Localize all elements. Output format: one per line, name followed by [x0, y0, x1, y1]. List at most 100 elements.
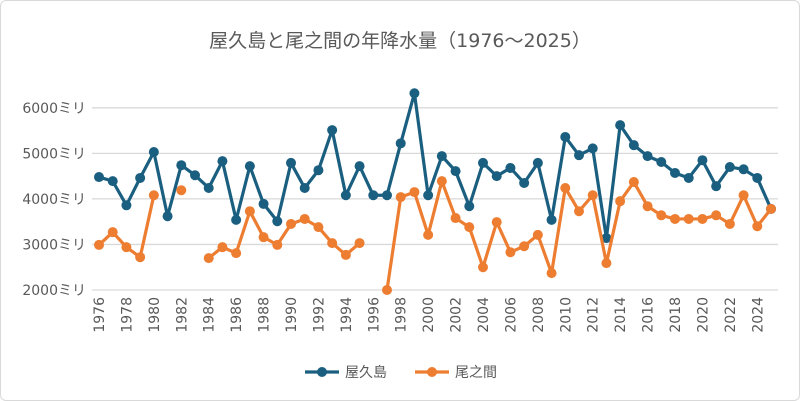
- data-point: [656, 157, 667, 168]
- data-point: [203, 182, 214, 193]
- data-point: [327, 125, 338, 136]
- x-tick-label: 2014: [613, 297, 629, 333]
- data-point: [532, 229, 543, 240]
- data-point: [505, 162, 516, 173]
- data-point: [299, 182, 310, 193]
- data-point: [217, 156, 228, 167]
- data-point: [244, 161, 255, 172]
- data-point: [505, 247, 516, 258]
- data-point: [642, 201, 653, 212]
- data-point: [491, 171, 502, 182]
- data-point: [478, 262, 488, 273]
- x-tick-label: 2006: [503, 297, 519, 333]
- data-point: [464, 201, 475, 212]
- data-point: [697, 213, 708, 224]
- data-point: [601, 258, 612, 269]
- y-tick-label: 4000ミリ: [22, 192, 86, 208]
- data-point: [217, 242, 228, 253]
- x-tick-label: 1984: [202, 297, 218, 333]
- data-point: [574, 206, 584, 217]
- data-point: [148, 190, 159, 201]
- data-point: [382, 285, 392, 295]
- series-1: [94, 88, 776, 244]
- data-point: [738, 164, 749, 175]
- data-point: [697, 155, 708, 166]
- data-point: [107, 176, 118, 187]
- data-point: [258, 232, 269, 243]
- data-point: [203, 253, 214, 264]
- data-point: [683, 172, 694, 183]
- data-point: [450, 166, 461, 177]
- series-line: [385, 179, 773, 291]
- legend: 屋久島 尾之間: [305, 365, 497, 381]
- data-point: [601, 233, 612, 244]
- data-point: [656, 210, 667, 221]
- data-point: [272, 216, 283, 227]
- y-tick-label: 3000ミリ: [22, 237, 86, 253]
- x-tick-label: 2004: [476, 297, 492, 333]
- y-tick-label: 2000ミリ: [22, 283, 86, 299]
- data-point: [382, 190, 392, 201]
- data-point: [711, 181, 722, 192]
- data-point: [272, 239, 283, 250]
- data-point: [409, 88, 420, 99]
- x-tick-label: 1982: [174, 297, 190, 333]
- legend-item-1: 屋久島: [305, 365, 387, 381]
- legend-marker: [317, 367, 327, 377]
- x-tick-label: 1978: [119, 297, 135, 333]
- data-point: [587, 190, 598, 201]
- x-tick-label: 1992: [311, 297, 327, 333]
- data-point: [738, 190, 749, 201]
- data-point: [340, 249, 351, 260]
- x-tick-label: 1998: [394, 297, 410, 333]
- data-point: [135, 172, 146, 183]
- data-point: [615, 120, 626, 131]
- x-tick-label: 2012: [586, 297, 602, 333]
- y-tick-label: 5000ミリ: [22, 146, 86, 162]
- data-point: [313, 222, 324, 233]
- data-point: [395, 192, 406, 203]
- data-point: [395, 138, 406, 149]
- data-point: [491, 217, 502, 228]
- data-point: [286, 157, 296, 168]
- series-line: [207, 209, 361, 260]
- data-point: [574, 150, 584, 161]
- data-point: [464, 222, 475, 233]
- data-point: [670, 213, 680, 224]
- data-point: [560, 182, 571, 193]
- y-tick-label: 6000ミリ: [22, 101, 86, 117]
- data-point: [560, 131, 571, 142]
- data-point: [327, 238, 338, 249]
- chart-title: 屋久島と尾之間の年降水量（1976～2025）: [209, 30, 591, 52]
- data-point: [244, 206, 255, 217]
- data-point: [724, 218, 735, 229]
- data-point: [94, 172, 104, 183]
- data-point: [368, 190, 379, 201]
- data-point: [423, 190, 434, 201]
- data-point: [519, 241, 530, 252]
- data-point: [299, 213, 310, 224]
- data-point: [532, 157, 543, 168]
- data-point: [642, 151, 653, 162]
- data-point: [340, 190, 351, 201]
- data-point: [258, 198, 269, 209]
- x-tick-label: 2010: [558, 297, 574, 333]
- data-point: [670, 167, 680, 178]
- data-point: [121, 200, 132, 211]
- x-tick-label: 2016: [641, 297, 657, 333]
- data-point: [587, 143, 598, 154]
- data-point: [519, 177, 530, 188]
- x-tick-label: 2022: [723, 297, 739, 333]
- x-tick-label: 1976: [92, 297, 108, 333]
- data-point: [94, 239, 104, 250]
- data-point: [628, 140, 639, 151]
- x-tick-label: 1990: [284, 297, 300, 333]
- legend-marker: [427, 367, 437, 377]
- data-point: [231, 248, 242, 259]
- data-point: [752, 172, 763, 183]
- data-point: [313, 165, 324, 176]
- data-point: [752, 221, 763, 232]
- data-point: [683, 213, 694, 224]
- legend-item-2: 尾之間: [415, 365, 497, 381]
